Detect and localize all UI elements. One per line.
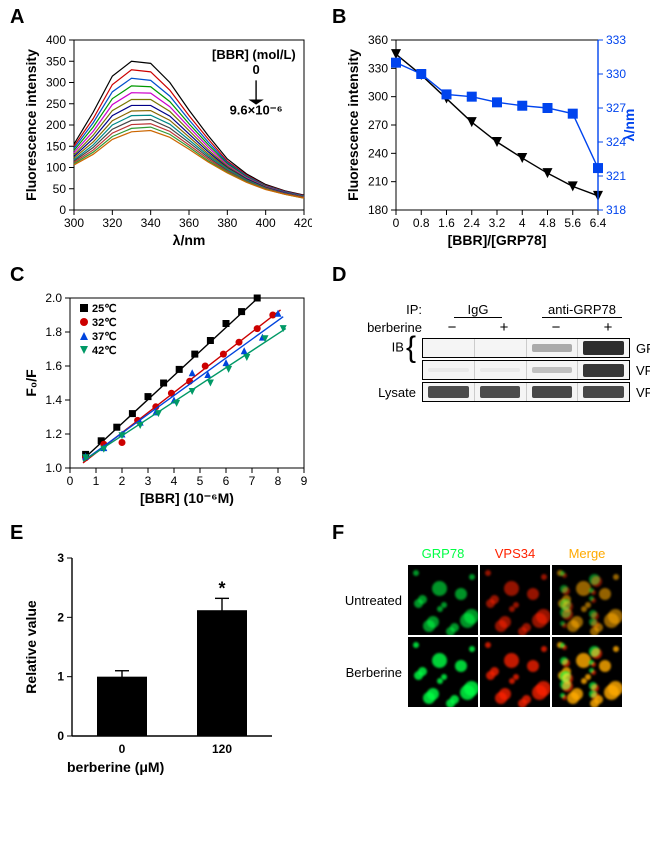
svg-text:2: 2 [57,610,64,624]
panel-C: C 01234567891.01.21.41.61.82.025℃32℃37℃4… [10,268,312,508]
svg-text:350: 350 [46,54,66,68]
panel-A: A 30032034036038040042005010015020025030… [10,10,312,250]
figure-grid: A 30032034036038040042005010015020025030… [10,10,640,776]
svg-text:3: 3 [145,474,152,488]
svg-text:2: 2 [119,474,126,488]
panel-F: F GRP78VPS34MergeUntreatedBerberine [332,526,650,776]
svg-text:F₀/F: F₀/F [23,369,39,397]
svg-text:150: 150 [46,139,66,153]
svg-text:*: * [218,578,225,598]
svg-text:λ/nm: λ/nm [173,232,206,248]
panel-label-B: B [332,6,346,29]
svg-text:5.6: 5.6 [564,216,581,230]
svg-text:360: 360 [368,33,388,47]
panel-label-C: C [10,264,24,287]
svg-text:200: 200 [46,118,66,132]
svg-text:6: 6 [223,474,230,488]
svg-text:1.0: 1.0 [45,461,62,475]
svg-text:3: 3 [57,551,64,565]
svg-text:Fluorescence intensity: Fluorescence intensity [23,49,39,201]
panel-label-D: D [332,264,346,287]
svg-text:300: 300 [64,216,84,230]
svg-text:0.8: 0.8 [413,216,430,230]
svg-text:380: 380 [217,216,237,230]
svg-text:100: 100 [46,161,66,175]
chart-B: 0 0.8 1.6 2.4 3.2 4 4.8 5.6 6.4 180 210 240 270 300 33… [344,30,650,250]
chart-A: 300 320 340 360 380 400 420 0 50 100 150 200 250 300 3… [22,30,312,250]
confocal-images: GRP78VPS34MergeUntreatedBerberine [336,546,650,707]
svg-text:37℃: 37℃ [92,331,117,343]
svg-text:340: 340 [141,216,161,230]
svg-text:9.6×10⁻⁶: 9.6×10⁻⁶ [230,102,283,117]
svg-text:berberine (μM): berberine (μM) [67,759,164,775]
svg-text:25℃: 25℃ [92,303,117,315]
panel-label-E: E [10,522,23,545]
svg-text:[BBR]/[GRP78]: [BBR]/[GRP78] [448,232,547,248]
svg-text:250: 250 [46,97,66,111]
svg-text:400: 400 [46,33,66,47]
svg-text:400: 400 [256,216,276,230]
svg-text:321: 321 [606,169,626,183]
svg-text:8: 8 [275,474,282,488]
chart-C: 0 1 2 3 4 5 6 7 8 9 1.0 1.2 1.4 1.6 1.8 2.0 25℃ 32℃ 37℃ 42℃… [22,288,312,508]
svg-text:0: 0 [57,729,64,743]
svg-text:42℃: 42℃ [92,345,117,357]
svg-text:333: 333 [606,33,626,47]
svg-text:λ/nm: λ/nm [621,109,637,142]
svg-text:7: 7 [249,474,256,488]
svg-text:240: 240 [368,146,388,160]
svg-text:1: 1 [93,474,100,488]
svg-text:1: 1 [57,670,64,684]
svg-text:2.0: 2.0 [45,291,62,305]
panel-label-A: A [10,6,24,29]
svg-text:210: 210 [368,175,388,189]
svg-text:1.4: 1.4 [45,393,62,407]
svg-text:1.6: 1.6 [438,216,455,230]
svg-text:0: 0 [252,62,259,77]
svg-text:300: 300 [368,90,388,104]
svg-text:270: 270 [368,118,388,132]
svg-text:4: 4 [519,216,526,230]
panel-E: E 01230*120Relative valueberberine (μM) [10,526,312,776]
svg-text:0: 0 [393,216,400,230]
svg-text:32℃: 32℃ [92,317,117,329]
svg-text:330: 330 [606,67,626,81]
svg-text:360: 360 [179,216,199,230]
svg-text:300: 300 [46,76,66,90]
svg-text:330: 330 [368,61,388,75]
svg-text:180: 180 [368,203,388,217]
svg-text:4: 4 [171,474,178,488]
panel-label-F: F [332,522,344,545]
svg-text:Relative value: Relative value [23,600,39,694]
svg-text:[BBR] (mol/L): [BBR] (mol/L) [212,47,296,62]
panel-D: D IP: IgG anti-GRP78 berberine−+−+ IB{ G… [332,268,650,508]
svg-text:6.4: 6.4 [590,216,607,230]
chart-E: 0 1 2 3 0 * 120 Relative value berberine (μM) [22,546,312,776]
svg-text:318: 318 [606,203,626,217]
svg-text:0: 0 [59,203,66,217]
svg-text:120: 120 [212,742,232,756]
svg-text:50: 50 [53,182,67,196]
svg-text:4.8: 4.8 [539,216,556,230]
svg-text:2.4: 2.4 [463,216,480,230]
svg-text:320: 320 [102,216,122,230]
svg-text:1.8: 1.8 [45,325,62,339]
svg-text:1.2: 1.2 [45,427,62,441]
svg-text:9: 9 [301,474,308,488]
panel-B: B 00.81.62.43.244.85.66.4180210240270300… [332,10,650,250]
svg-text:3.2: 3.2 [489,216,506,230]
svg-text:0: 0 [119,742,126,756]
svg-text:[BBR] (10⁻⁶M): [BBR] (10⁻⁶M) [140,490,234,506]
svg-text:1.6: 1.6 [45,359,62,373]
svg-text:420: 420 [294,216,312,230]
western-blot: IP: IgG anti-GRP78 berberine−+−+ IB{ GRP… [352,302,650,402]
svg-text:0: 0 [67,474,74,488]
svg-text:5: 5 [197,474,204,488]
svg-text:Fluorescence intensity: Fluorescence intensity [345,49,361,201]
